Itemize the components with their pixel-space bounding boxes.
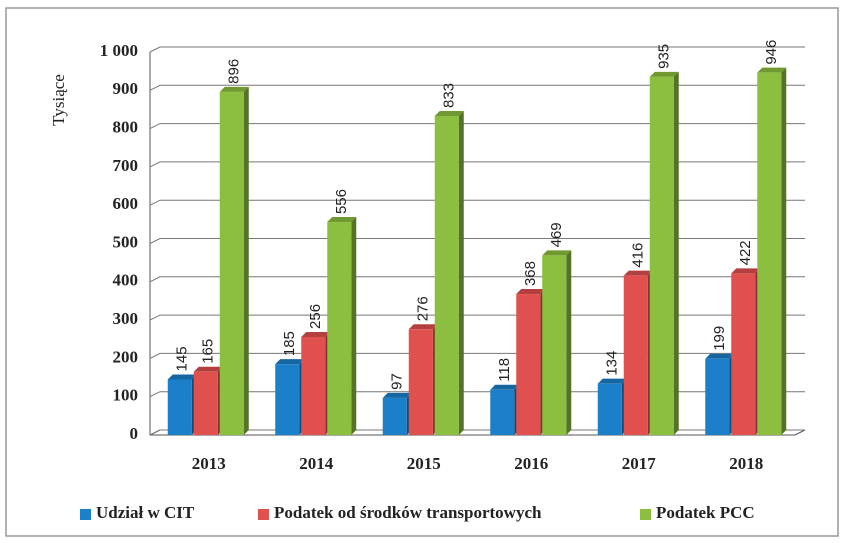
value-label: 199 [711, 326, 728, 351]
bar-top [219, 86, 249, 92]
bar-top [408, 324, 438, 330]
bar-top [167, 374, 197, 380]
value-label: 256 [307, 304, 324, 329]
value-label: 97 [389, 373, 406, 390]
grid-line [149, 161, 805, 168]
y-tick-label: 800 [113, 118, 139, 137]
grid-line [149, 429, 805, 436]
y-tick-label: 0 [130, 424, 139, 443]
y-tick-label: 900 [113, 79, 139, 98]
bar [649, 76, 674, 436]
bar-side [243, 86, 249, 435]
value-label: 896 [226, 59, 243, 84]
bar-top [275, 359, 305, 365]
bar-top [542, 250, 572, 256]
bar-top [757, 67, 787, 73]
grid-line [149, 238, 805, 244]
grid-line [149, 314, 805, 321]
grid-line [149, 199, 805, 206]
value-label: 276 [415, 296, 432, 321]
floor [150, 429, 806, 436]
bar [301, 336, 326, 435]
bar-top [301, 331, 331, 337]
bar [757, 72, 782, 435]
bar-top [623, 270, 653, 276]
value-label: 935 [656, 44, 673, 69]
value-label: 416 [630, 243, 647, 268]
y-tick-label: 1 000 [100, 41, 138, 60]
bar [597, 383, 622, 435]
y-axis-label: Tysiące [49, 74, 68, 126]
grid-line [149, 276, 805, 283]
bar [193, 371, 218, 435]
bar-top [705, 353, 735, 359]
bar [542, 255, 567, 435]
grid-line [149, 391, 805, 398]
value-label: 145 [174, 346, 191, 371]
bar [382, 397, 407, 435]
bar [167, 379, 192, 435]
bar-top [516, 289, 546, 295]
x-tick-label: 2014 [299, 454, 334, 473]
bar [516, 294, 541, 435]
grid-line [149, 352, 805, 359]
bar-side [781, 67, 787, 435]
y-tick-label: 400 [113, 271, 139, 290]
value-label: 556 [333, 189, 350, 214]
bar-top [649, 71, 679, 77]
legend-label: Podatek PCC [656, 503, 755, 522]
bar-top [193, 366, 223, 372]
bar [490, 389, 515, 435]
bar-top [327, 217, 357, 223]
bar-side [458, 110, 464, 435]
bar-side [566, 250, 572, 435]
bar-top [490, 384, 520, 390]
bar [219, 91, 244, 435]
legend-label: Podatek od środków transportowych [274, 503, 542, 522]
x-tick-label: 2015 [407, 454, 441, 473]
bar-top [731, 268, 761, 274]
bar [434, 115, 459, 435]
y-tick-label: 500 [113, 232, 139, 251]
bar [731, 273, 756, 435]
bar-top [434, 110, 464, 116]
value-label: 946 [763, 40, 780, 65]
legend-swatch [258, 509, 269, 520]
bar [623, 275, 648, 435]
y-tick-label: 100 [113, 386, 139, 405]
legend-label: Udział w CIT [96, 503, 195, 522]
value-label: 833 [441, 83, 458, 108]
x-tick-label: 2018 [729, 454, 763, 473]
grid-line [149, 46, 805, 53]
x-tick-label: 2017 [622, 454, 657, 473]
bar-side [673, 71, 679, 436]
y-tick-label: 200 [113, 347, 139, 366]
bar [327, 222, 352, 435]
x-tick-label: 2016 [514, 454, 548, 473]
y-tick-label: 300 [113, 309, 139, 328]
bar [275, 364, 300, 435]
bar [408, 329, 433, 435]
bar-top [597, 378, 627, 384]
value-label: 165 [200, 339, 217, 364]
value-label: 422 [737, 240, 754, 265]
legend-swatch [80, 509, 91, 520]
value-label: 118 [496, 358, 513, 382]
bar-top [382, 392, 412, 398]
grid-line [149, 123, 805, 130]
legend-swatch [640, 509, 651, 520]
grid-line [149, 84, 805, 91]
bar [705, 358, 730, 435]
value-label: 134 [604, 351, 621, 376]
value-label: 469 [548, 222, 565, 247]
x-tick-label: 2013 [192, 454, 226, 473]
bar-side [351, 217, 357, 435]
frame [5, 7, 839, 537]
y-tick-label: 700 [113, 156, 139, 175]
y-tick-label: 600 [113, 194, 139, 213]
value-label: 185 [281, 331, 298, 356]
value-label: 368 [522, 261, 539, 286]
